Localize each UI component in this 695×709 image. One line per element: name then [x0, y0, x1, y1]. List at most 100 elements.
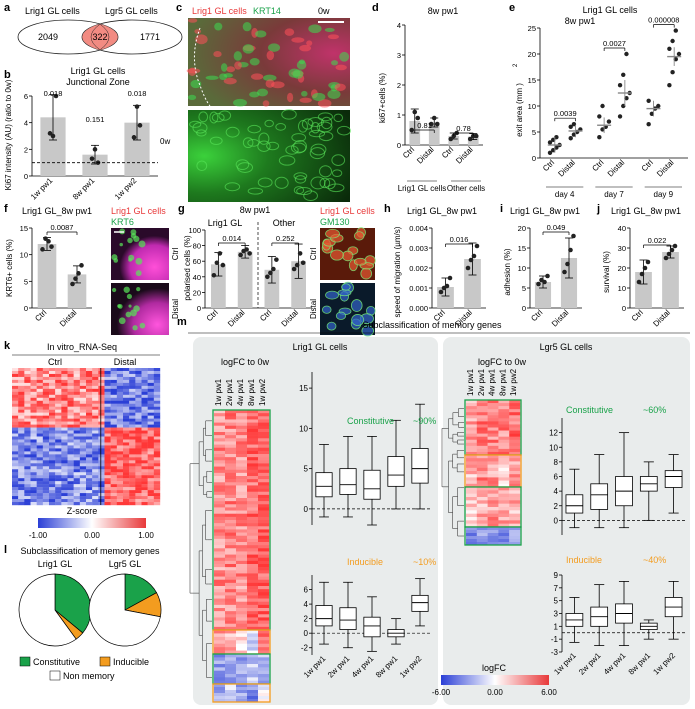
- cell: [312, 92, 326, 101]
- heatmap-cell: [498, 403, 510, 407]
- heatmap-cell: [214, 410, 226, 414]
- heatmap-cell: [92, 424, 99, 428]
- heatmap-cell: [498, 510, 510, 514]
- heatmap-cell: [498, 439, 510, 444]
- heatmap-cell: [247, 573, 259, 577]
- heatmap-cell: [92, 415, 99, 419]
- heatmap-cell: [49, 409, 56, 413]
- heatmap-cell: [214, 573, 226, 577]
- heatmap-cell: [129, 490, 136, 494]
- heatmap-cell: [79, 412, 87, 416]
- heatmap-cell: [24, 427, 31, 431]
- heatmap-cell: [18, 463, 25, 467]
- heatmap-cell: [258, 491, 270, 496]
- heatmap-cell: [247, 633, 259, 638]
- heatmap-cell: [153, 457, 161, 461]
- heatmap-cell: [141, 427, 148, 431]
- heatmap-cell: [67, 406, 74, 410]
- heatmap-cell: [55, 403, 62, 407]
- data-point: [465, 265, 471, 271]
- heatmap-cell: [236, 567, 248, 571]
- x-tick-label: Ctrl: [640, 158, 655, 173]
- heatmap-cell: [135, 445, 142, 449]
- heatmap-cell: [129, 460, 136, 464]
- cell: [288, 68, 301, 78]
- heatmap-cell: [55, 424, 62, 428]
- heatmap-cell: [123, 475, 130, 479]
- heatmap-cell: [61, 394, 68, 398]
- pie-slice: [54, 573, 92, 634]
- heatmap-cell: [116, 412, 124, 416]
- heatmap-cell: [110, 382, 118, 387]
- x-tick-label: Ctrl: [205, 308, 220, 323]
- heatmap-cell: [487, 536, 499, 540]
- heatmap-cell: [73, 391, 81, 396]
- heatmap-cell: [476, 510, 488, 514]
- heatmap-cell: [236, 435, 248, 439]
- bar: [264, 269, 280, 308]
- heatmap-cell: [36, 454, 44, 458]
- heatmap-cell: [116, 368, 124, 372]
- data-point: [547, 140, 553, 145]
- heatmap-cell: [12, 439, 19, 443]
- heatmap-cell: [110, 368, 118, 372]
- heatmap-cell: [147, 418, 155, 422]
- heatmap-cell: [247, 680, 259, 685]
- heatmap-cell: [225, 690, 237, 694]
- heatmap-cell: [36, 499, 44, 503]
- heatmap-cell: [498, 406, 510, 410]
- heatmap-cell: [98, 373, 105, 378]
- heatmap-cell: [509, 445, 521, 450]
- heatmap-cell: [49, 448, 56, 452]
- heatmap-cell: [123, 433, 130, 437]
- heatmap-cell: [55, 388, 62, 393]
- heatmap-cell: [12, 457, 19, 461]
- heatmap-cell: [141, 481, 148, 485]
- heatmap-cell: [55, 415, 62, 419]
- heatmap-cell: [258, 626, 270, 631]
- panel-i-letter: i: [500, 203, 503, 215]
- y-tick-label: 10: [549, 443, 558, 452]
- heatmap-cell: [509, 490, 521, 494]
- heatmap-cell: [498, 477, 510, 481]
- heatmap-cell: [153, 385, 161, 390]
- heatmap-cell: [214, 504, 226, 508]
- panel-b-title: Lrig1 GL cells: [71, 66, 126, 76]
- heatmap-cell: [247, 454, 259, 458]
- heatmap-cell: [147, 454, 155, 458]
- heatmap-cell: [214, 595, 226, 599]
- heatmap-cell: [86, 493, 93, 497]
- cell: [351, 314, 365, 327]
- heatmap-cell: [98, 412, 105, 416]
- heatmap-cell: [498, 507, 510, 511]
- heatmap-cell: [123, 454, 130, 458]
- heatmap-cell: [18, 394, 25, 398]
- heatmap-cell: [214, 413, 226, 417]
- heatmap-cell: [487, 464, 499, 469]
- heatmap-cell: [236, 564, 248, 568]
- heatmap-cell: [147, 472, 155, 476]
- heatmap-cell: [110, 436, 118, 440]
- heatmap-cell: [92, 382, 99, 387]
- heatmap-cell: [79, 373, 87, 378]
- heatmap-cell: [509, 517, 521, 521]
- data-point: [300, 260, 306, 266]
- heatmap-cell: [30, 382, 37, 387]
- heatmap-cell: [247, 488, 259, 493]
- heatmap-cell: [24, 451, 31, 455]
- heatmap-cell: [98, 448, 105, 452]
- heatmap-cell: [116, 373, 124, 378]
- heatmap-cell: [49, 400, 56, 404]
- heatmap-cell: [92, 379, 99, 384]
- heatmap-cell: [110, 478, 118, 482]
- heatmap-cell: [86, 373, 93, 378]
- heatmap-cell: [92, 460, 99, 464]
- heatmap-cell: [225, 567, 237, 571]
- heatmap-cell: [18, 478, 25, 482]
- heatmap-cell: [98, 415, 105, 419]
- heatmap-cell: [92, 454, 99, 458]
- heatmap-cell: [214, 611, 226, 615]
- heatmap-cell: [67, 457, 74, 461]
- heatmap-cell: [153, 487, 161, 491]
- heatmap-cell: [236, 482, 248, 486]
